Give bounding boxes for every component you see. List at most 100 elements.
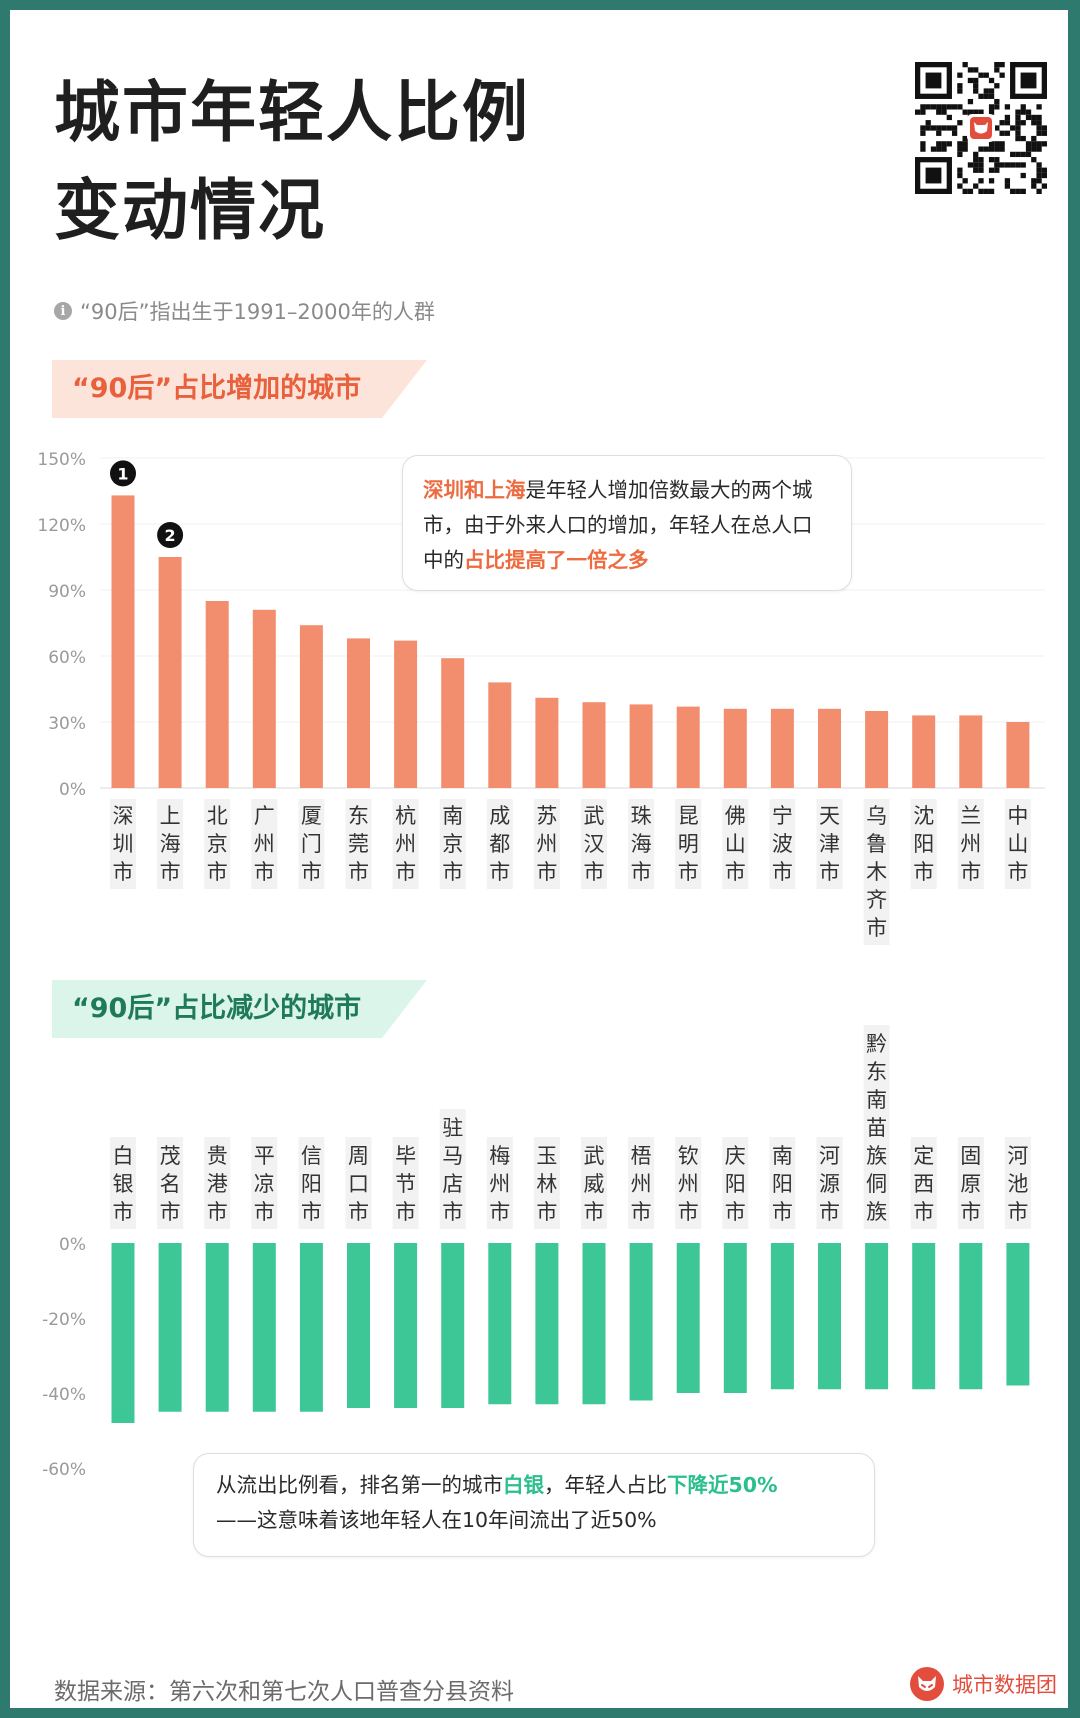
rank-marker-1	[110, 460, 136, 487]
qr-module	[920, 130, 926, 136]
category-label-bg	[439, 799, 466, 889]
category-label-河池市: 河池市	[1007, 1144, 1028, 1224]
category-char: 山	[725, 832, 746, 856]
qr-module	[915, 109, 921, 115]
qr-module	[941, 104, 947, 110]
category-label-bg	[392, 799, 419, 889]
category-label-珠海市: 珠海市	[631, 804, 652, 884]
qr-module	[925, 104, 931, 110]
qr-module	[967, 162, 974, 168]
category-char: 山	[1007, 832, 1028, 856]
qr-module	[973, 167, 979, 173]
category-char: 州	[395, 832, 416, 856]
callout-highlight-cities: 深圳和上海	[423, 478, 526, 502]
category-char: 圳	[113, 832, 134, 856]
qr-module	[967, 109, 974, 115]
bar-定西市	[912, 1243, 936, 1390]
qr-module	[1015, 151, 1021, 158]
qr-module	[994, 67, 1000, 73]
callout-body: 是年轻人增加倍数最大的两个城市，由于外来人口的增加，年轻人在总人口中的	[423, 478, 813, 572]
qr-module	[988, 167, 995, 173]
category-char: 族	[866, 1200, 887, 1224]
category-char: 市	[960, 1200, 981, 1224]
qr-module	[967, 188, 974, 194]
category-label-茂名市: 茂名市	[160, 1144, 181, 1224]
qr-module	[1036, 172, 1042, 179]
category-label-梅州市: 梅州市	[489, 1144, 510, 1224]
qr-module	[1031, 114, 1037, 121]
qr-module	[1020, 188, 1026, 194]
category-char: 市	[348, 1200, 369, 1224]
increase-chart: 0%30%60%90%120%150%深圳市上海市北京市广州市厦门市东莞市杭州市…	[37, 450, 1045, 945]
category-label-平凉市: 平凉市	[254, 1144, 275, 1224]
category-char: 固	[960, 1144, 981, 1168]
category-char: 市	[960, 860, 981, 884]
category-char: 海	[631, 832, 652, 856]
qr-module	[978, 167, 984, 173]
y-tick-label: 0%	[59, 1235, 86, 1255]
category-label-bg	[957, 799, 984, 889]
qr-module	[936, 109, 942, 115]
qr-module	[1015, 162, 1021, 168]
category-char: 市	[631, 1200, 652, 1224]
category-char: 市	[489, 1200, 510, 1224]
category-label-北京市: 北京市	[207, 804, 228, 884]
qr-module	[930, 125, 937, 131]
qr-module	[973, 183, 979, 189]
qr-module	[967, 67, 974, 73]
category-char: 京	[442, 832, 463, 856]
qr-finder-core	[925, 72, 942, 89]
qr-module	[946, 125, 952, 131]
qr-module	[951, 125, 958, 131]
category-char: 市	[866, 916, 887, 940]
category-char: 乌	[866, 804, 887, 828]
category-label-bg	[910, 1137, 937, 1229]
category-char: 毕	[395, 1144, 416, 1168]
category-char: 津	[819, 832, 840, 856]
category-label-bg	[1004, 799, 1031, 889]
category-label-宁波市: 宁波市	[772, 804, 793, 884]
qr-module	[957, 146, 963, 152]
category-char: 市	[254, 860, 275, 884]
category-char: 庆	[725, 1144, 746, 1168]
bar-河源市	[818, 1243, 841, 1390]
bar-钦州市	[676, 1243, 700, 1393]
category-label-兰州市: 兰州市	[960, 804, 981, 884]
category-char: 汉	[584, 832, 605, 856]
category-label-bg	[157, 799, 184, 889]
qr-module	[988, 188, 995, 194]
category-label-杭州市: 杭州市	[395, 804, 416, 884]
category-char: 西	[913, 1172, 934, 1196]
category-char: 市	[395, 1200, 416, 1224]
qr-module	[983, 146, 989, 152]
qr-module	[951, 130, 958, 136]
qr-module	[1015, 188, 1021, 194]
qr-module	[936, 146, 942, 152]
category-char: 定	[913, 1144, 934, 1168]
category-char: 市	[584, 1200, 605, 1224]
qr-module	[994, 167, 1000, 173]
bar-河池市	[1006, 1243, 1030, 1386]
category-label-佛山市: 佛山市	[725, 804, 746, 884]
category-char: 驻	[442, 1116, 463, 1140]
category-char: 市	[442, 1200, 463, 1224]
qr-module	[973, 109, 979, 115]
category-label-bg	[298, 1137, 325, 1229]
qr-module	[994, 146, 1000, 152]
category-label-bg	[439, 1109, 466, 1229]
category-label-天津市: 天津市	[819, 804, 840, 884]
category-char: 州	[489, 1172, 510, 1196]
category-label-bg	[204, 799, 231, 889]
qr-module	[999, 162, 1005, 168]
qr-module	[1041, 141, 1047, 147]
category-char: 族	[866, 1144, 887, 1168]
y-tick-label: 60%	[48, 648, 86, 668]
qr-module	[1036, 167, 1042, 173]
bar-天津市	[818, 708, 841, 788]
qr-module	[962, 135, 968, 142]
qr-module	[920, 109, 926, 115]
qr-module	[925, 120, 931, 126]
data-source: 数据来源：第六次和第七次人口普查分县资料	[54, 1679, 514, 1705]
qr-module	[957, 72, 963, 78]
qr-module	[930, 104, 937, 110]
